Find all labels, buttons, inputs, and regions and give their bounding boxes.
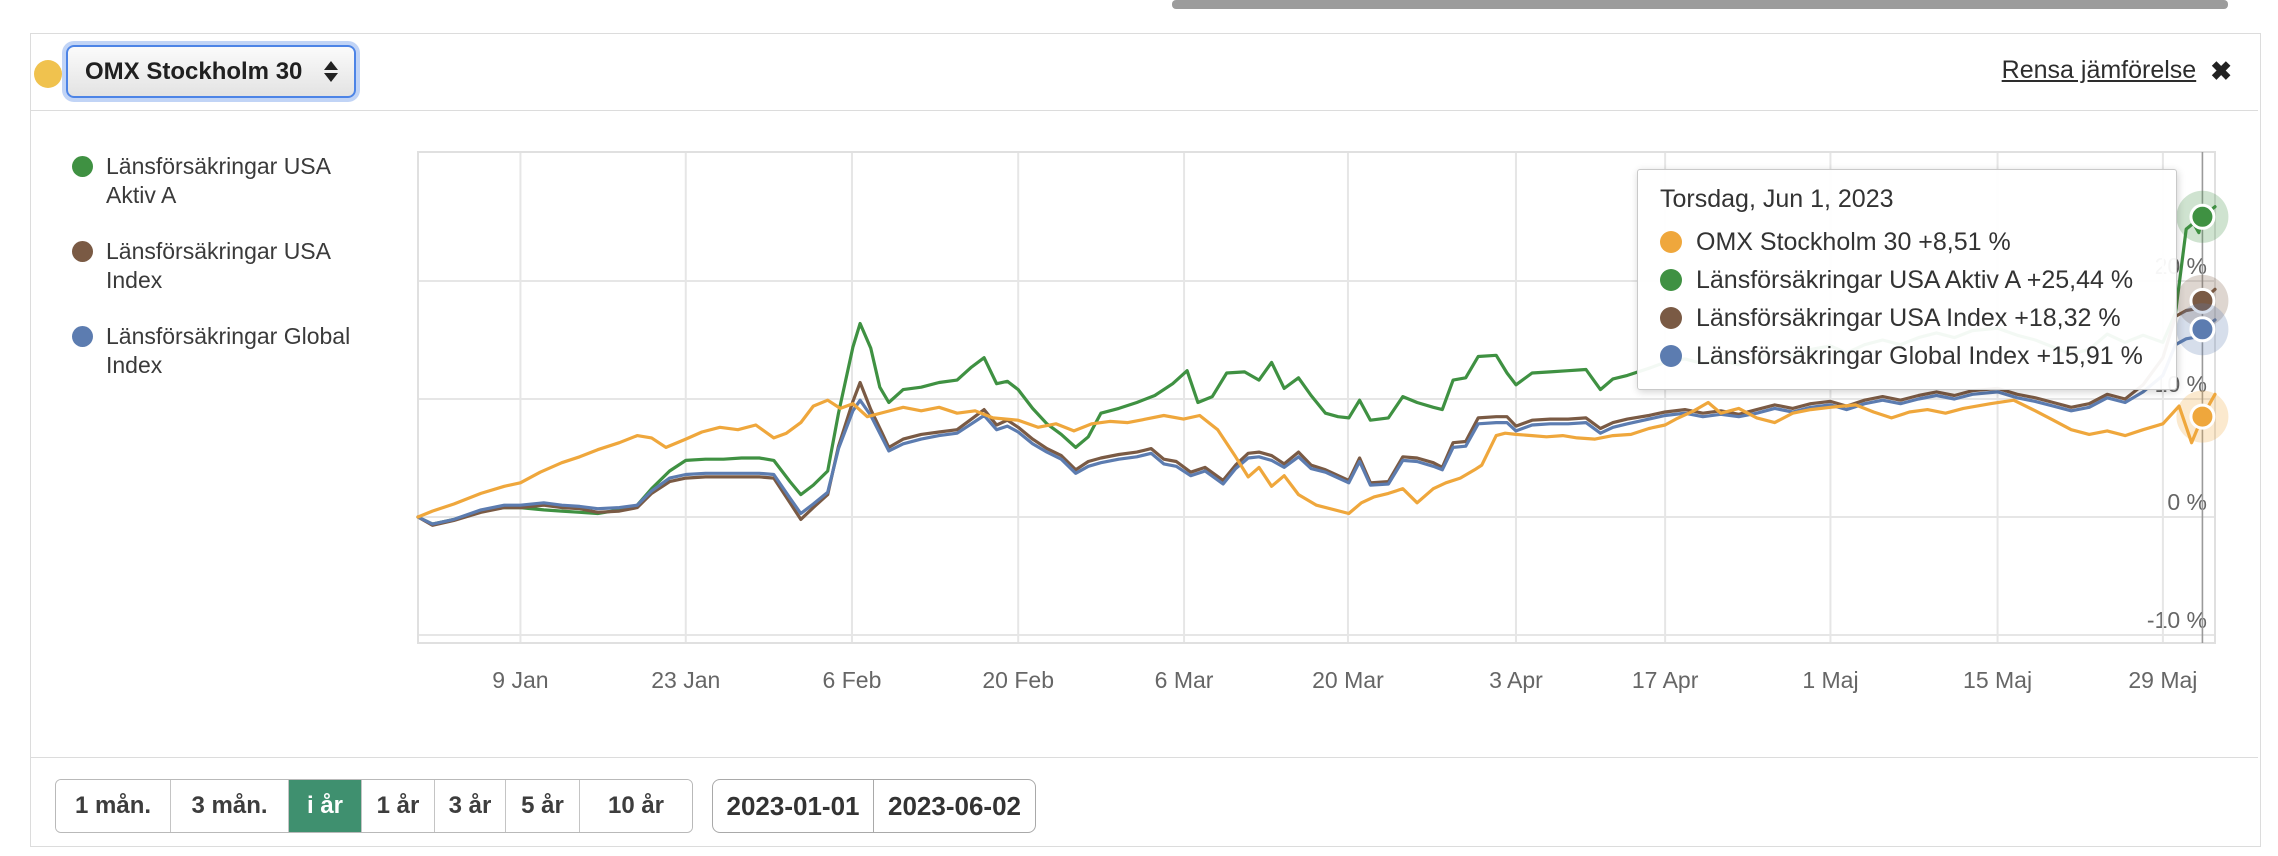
legend-item-lansforsakringar-usa-aktiv-a[interactable]: Länsförsäkringar USA Aktiv A (72, 152, 412, 210)
top-divider-bar (1172, 0, 2228, 9)
omx-series-color-dot (34, 60, 62, 88)
marker-dot-global-index (2189, 316, 2216, 343)
comparison-series-select-value: OMX Stockholm 30 (85, 57, 303, 85)
x-axis-label: 15 Maj (1963, 667, 2032, 693)
chart-panel (30, 33, 2261, 847)
date-to-input[interactable]: 2023-06-02 (873, 779, 1036, 833)
header-divider (31, 110, 2258, 111)
tooltip-series-value: Länsförsäkringar Global Index +15,91 % (1696, 341, 2143, 370)
x-axis-label: 9 Jan (492, 667, 548, 693)
tooltip-series-dot-icon (1660, 307, 1682, 329)
x-axis-label: 3 Apr (1489, 667, 1543, 693)
comparison-series-select[interactable]: OMX Stockholm 30 (66, 45, 356, 98)
tooltip-row-lansforsakringar-usa-index: Länsförsäkringar USA Index +18,32 % (1660, 299, 2154, 337)
legend-item-label: Länsförsäkringar USA Index (106, 238, 330, 293)
legend-item-label: Länsförsäkringar USA Aktiv A (106, 153, 330, 208)
x-axis-label: 20 Feb (982, 667, 1054, 693)
y-axis-label: -10 % (2147, 607, 2207, 633)
x-axis-label: 29 Maj (2128, 667, 2197, 693)
y-axis-label: 0 % (2167, 489, 2207, 515)
marker-dot-omx (2189, 403, 2216, 430)
chart-legend: Länsförsäkringar USA Aktiv A Länsförsäkri… (72, 152, 412, 380)
legend-dot-icon (72, 326, 93, 347)
range-button-3-ar[interactable]: 3 år (434, 780, 505, 832)
hover-markers (2176, 190, 2229, 443)
legend-item-lansforsakringar-global-index[interactable]: Länsförsäkringar Global Index (72, 322, 412, 380)
tooltip-row-lansforsakringar-global-index: Länsförsäkringar Global Index +15,91 % (1660, 337, 2154, 375)
tooltip-rows: OMX Stockholm 30 +8,51 % Länsförsäkringar… (1660, 223, 2154, 375)
x-axis-label: 17 Apr (1632, 667, 1699, 693)
clear-comparison-control[interactable]: Rensa jämförelse ✖ (2002, 56, 2232, 85)
tooltip-row-omx-stockholm-30: OMX Stockholm 30 +8,51 % (1660, 223, 2154, 261)
date-from-input[interactable]: 2023-01-01 (712, 779, 874, 833)
tooltip-series-dot-icon (1660, 345, 1682, 367)
tooltip-series-value: Länsförsäkringar USA Index +18,32 % (1696, 303, 2121, 332)
tooltip-series-value: OMX Stockholm 30 +8,51 % (1696, 227, 2011, 256)
legend-dot-icon (72, 156, 93, 177)
range-button-3-man[interactable]: 3 mån. (170, 780, 288, 832)
legend-item-label: Länsförsäkringar Global Index (106, 323, 351, 378)
tooltip-date-title: Torsdag, Jun 1, 2023 (1660, 185, 1894, 213)
x-axis-label: 6 Mar (1155, 667, 1214, 693)
range-button-1-ar[interactable]: 1 år (361, 780, 434, 832)
date-range-inputs: 2023-01-01 2023-06-02 (712, 779, 1036, 833)
series-line-global-index (416, 318, 2217, 526)
series-line-usa-index (416, 287, 2217, 527)
tooltip-series-dot-icon (1660, 231, 1682, 253)
marker-dot-usa-aktiv (2189, 203, 2216, 230)
x-axis-label: 6 Feb (823, 667, 882, 693)
tooltip-row-lansforsakringar-usa-aktiv-a: Länsförsäkringar USA Aktiv A +25,44 % (1660, 261, 2154, 299)
legend-item-lansforsakringar-usa-index[interactable]: Länsförsäkringar USA Index (72, 237, 412, 295)
range-button-group: 1 mån. 3 mån. i år 1 år 3 år 5 år 10 år (55, 779, 693, 833)
series-line-omx (416, 392, 2217, 519)
range-button-10-ar[interactable]: 10 år (579, 780, 692, 832)
clear-comparison-link[interactable]: Rensa jämförelse (2001, 56, 2197, 84)
x-axis-label: 23 Jan (651, 667, 720, 693)
x-axis-label: 20 Mar (1312, 667, 1384, 693)
tooltip-series-dot-icon (1660, 269, 1682, 291)
select-updown-icon (316, 61, 346, 82)
range-button-i-ar[interactable]: i år (288, 780, 361, 832)
x-axis-label: 1 Maj (1802, 667, 1858, 693)
chart-tooltip: Torsdag, Jun 1, 2023 OMX Stockholm 30 +8… (1637, 169, 2177, 390)
legend-dot-icon (72, 241, 93, 262)
close-icon[interactable]: ✖ (2210, 55, 2232, 86)
tooltip-series-value: Länsförsäkringar USA Aktiv A +25,44 % (1696, 265, 2134, 294)
marker-dot-usa-index (2189, 287, 2216, 314)
range-button-5-ar[interactable]: 5 år (505, 780, 579, 832)
footer-divider (31, 757, 2258, 758)
range-button-1-man[interactable]: 1 mån. (56, 780, 170, 832)
